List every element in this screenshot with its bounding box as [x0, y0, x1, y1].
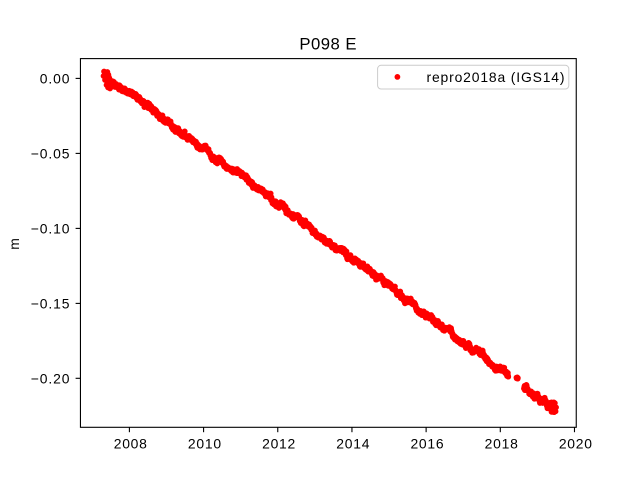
svg-text:m: m: [6, 238, 22, 250]
svg-text:2020: 2020: [559, 436, 593, 452]
svg-text:repro2018a (IGS14): repro2018a (IGS14): [427, 69, 566, 85]
svg-text:2018: 2018: [485, 436, 519, 452]
svg-text:2014: 2014: [336, 436, 370, 452]
svg-text:2016: 2016: [410, 436, 444, 452]
svg-text:P098 E: P098 E: [299, 35, 357, 54]
svg-text:−0.10: −0.10: [31, 221, 71, 237]
svg-text:−0.15: −0.15: [31, 296, 71, 312]
svg-text:2008: 2008: [114, 436, 148, 452]
svg-text:2012: 2012: [262, 436, 296, 452]
svg-text:0.00: 0.00: [40, 71, 71, 87]
svg-text:−0.20: −0.20: [31, 370, 71, 386]
svg-text:−0.05: −0.05: [31, 146, 71, 162]
svg-text:2010: 2010: [188, 436, 222, 452]
